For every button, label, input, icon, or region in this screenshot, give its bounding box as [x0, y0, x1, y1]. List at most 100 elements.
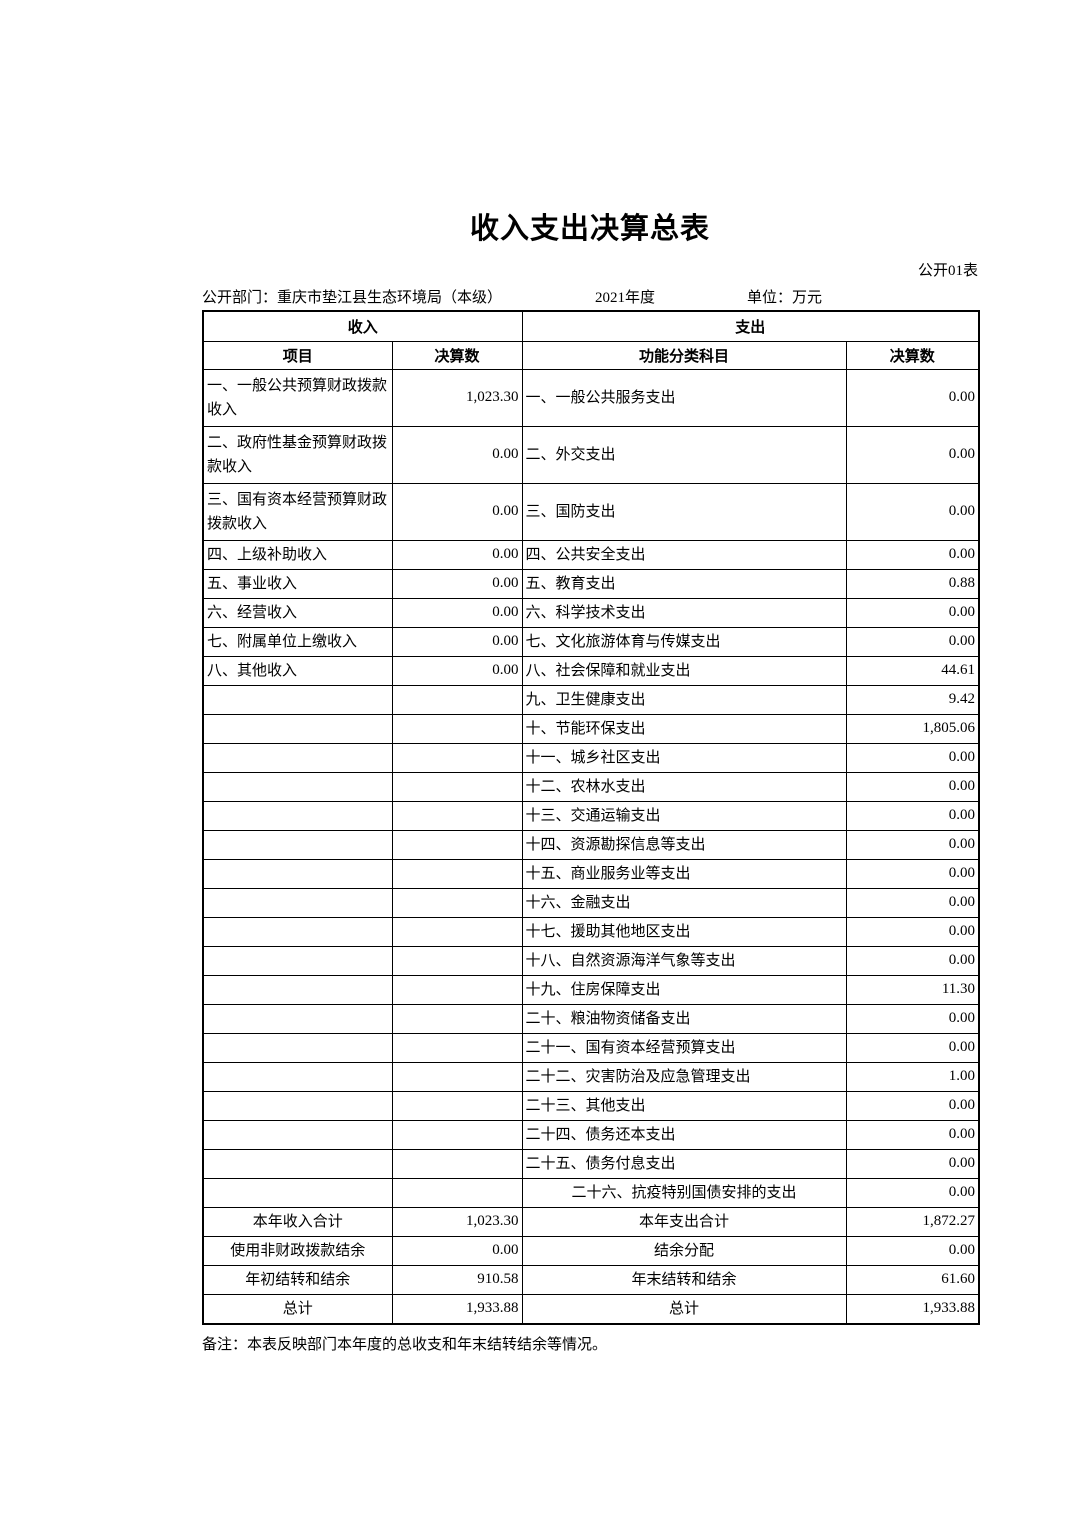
summary-expense-label-cell: 本年支出合计	[521, 1206, 847, 1237]
income-amount-cell	[391, 771, 523, 802]
expense-amount-cell: 0.00	[845, 1032, 980, 1063]
expense-item-cell: 二十三、其他支出	[521, 1090, 847, 1121]
department-label: 公开部门：重庆市垫江县生态环境局（本级）	[202, 290, 503, 306]
income-item-cell	[202, 800, 393, 831]
income-item-cell	[202, 1032, 393, 1063]
income-item-cell	[202, 829, 393, 860]
expense-amount-cell: 0.00	[845, 597, 980, 628]
table-row: 二十四、债务还本支出 0.00	[202, 1119, 980, 1150]
document-content: 收入支出决算总表 公开01表 公开部门：重庆市垫江县生态环境局（本级） 2021…	[202, 212, 981, 1355]
table-body: 一、一般公共预算财政拨款收入 1,023.30 一、一般公共服务支出 0.00 二、政府…	[202, 368, 980, 1324]
expense-amount-cell: 0.88	[845, 568, 980, 599]
expense-amount-cell: 1,805.06	[845, 713, 980, 744]
expense-item-cell: 十六、金融支出	[521, 887, 847, 918]
summary-row: 总计 1,933.88 总计 1,933.88	[202, 1293, 980, 1324]
income-item-cell	[202, 887, 393, 918]
group-header-row: 收入 支出	[202, 310, 980, 342]
expense-amount-cell: 0.00	[845, 425, 980, 484]
budget-table: 收入 支出 项目 决算数 功能分类科目 决算数 一、一般公共预算财政拨款收入 1,…	[202, 310, 981, 1325]
summary-income-amount-cell: 0.00	[391, 1235, 523, 1266]
income-item-cell: 二、政府性基金预算财政拨款收入	[202, 425, 393, 484]
table-row: 二十、粮油物资储备支出 0.00	[202, 1003, 980, 1034]
income-item-cell: 五、事业收入	[202, 568, 393, 599]
income-amount-cell	[391, 916, 523, 947]
table-row: 三、国有资本经营预算财政拨款收入 0.00 三、国防支出 0.00	[202, 482, 980, 541]
summary-expense-amount-cell: 61.60	[845, 1264, 980, 1295]
expense-item-cell: 二十四、债务还本支出	[521, 1119, 847, 1150]
income-item-cell	[202, 974, 393, 1005]
summary-income-label-cell: 本年收入合计	[202, 1206, 393, 1237]
income-item-cell	[202, 1148, 393, 1179]
income-amount-cell: 0.00	[391, 425, 523, 484]
expense-amount-cell: 44.61	[845, 655, 980, 686]
table-row: 五、事业收入 0.00 五、教育支出 0.88	[202, 568, 980, 599]
income-amount-cell	[391, 829, 523, 860]
expense-item-cell: 三、国防支出	[521, 482, 847, 541]
income-item-cell: 八、其他收入	[202, 655, 393, 686]
expense-item-cell: 十一、城乡社区支出	[521, 742, 847, 773]
expense-item-cell: 八、社会保障和就业支出	[521, 655, 847, 686]
expense-item-cell: 二十二、灾害防治及应急管理支出	[521, 1061, 847, 1092]
income-item-cell	[202, 771, 393, 802]
expense-item-cell: 一、一般公共服务支出	[521, 368, 847, 427]
income-amount-cell: 1,023.30	[391, 368, 523, 427]
expense-amount-cell: 1.00	[845, 1061, 980, 1092]
expense-amount-cell: 0.00	[845, 771, 980, 802]
income-amount-cell	[391, 684, 523, 715]
income-item-cell: 三、国有资本经营预算财政拨款收入	[202, 482, 393, 541]
expense-item-cell: 十二、农林水支出	[521, 771, 847, 802]
table-row: 六、经营收入 0.00 六、科学技术支出 0.00	[202, 597, 980, 628]
summary-income-amount-cell: 1,933.88	[391, 1293, 523, 1324]
expense-amount-cell: 0.00	[845, 539, 980, 570]
income-amount-cell	[391, 1177, 523, 1208]
income-amount-cell	[391, 1090, 523, 1121]
summary-income-amount-cell: 910.58	[391, 1264, 523, 1295]
expense-item-cell: 十、节能环保支出	[521, 713, 847, 744]
income-item-cell	[202, 1119, 393, 1150]
income-amount-cell	[391, 945, 523, 976]
income-item-cell: 七、附属单位上缴收入	[202, 626, 393, 657]
table-row: 十六、金融支出 0.00	[202, 887, 980, 918]
expense-item-cell: 六、科学技术支出	[521, 597, 847, 628]
table-row: 四、上级补助收入 0.00 四、公共安全支出 0.00	[202, 539, 980, 570]
table-row: 八、其他收入 0.00 八、社会保障和就业支出 44.61	[202, 655, 980, 686]
income-amount-cell	[391, 974, 523, 1005]
income-amount-cell: 0.00	[391, 568, 523, 599]
expense-amount-cell: 0.00	[845, 945, 980, 976]
col-header-amount2: 决算数	[845, 340, 980, 370]
summary-expense-amount-cell: 1,872.27	[845, 1206, 980, 1237]
unit-label: 单位：万元	[747, 290, 823, 306]
table-row: 十二、农林水支出 0.00	[202, 771, 980, 802]
summary-income-label-cell: 年初结转和结余	[202, 1264, 393, 1295]
table-row: 十九、住房保障支出 11.30	[202, 974, 980, 1005]
income-item-cell	[202, 1061, 393, 1092]
summary-income-amount-cell: 1,023.30	[391, 1206, 523, 1237]
summary-row: 使用非财政拨款结余 0.00 结余分配 0.00	[202, 1235, 980, 1266]
income-item-cell: 四、上级补助收入	[202, 539, 393, 570]
income-item-cell	[202, 742, 393, 773]
income-amount-cell	[391, 800, 523, 831]
income-item-cell	[202, 1090, 393, 1121]
income-amount-cell	[391, 887, 523, 918]
table-row: 十一、城乡社区支出 0.00	[202, 742, 980, 773]
table-row: 一、一般公共预算财政拨款收入 1,023.30 一、一般公共服务支出 0.00	[202, 368, 980, 427]
summary-expense-label-cell: 结余分配	[521, 1235, 847, 1266]
summary-expense-amount-cell: 0.00	[845, 1235, 980, 1266]
expense-item-cell: 二十一、国有资本经营预算支出	[521, 1032, 847, 1063]
expense-item-cell: 十三、交通运输支出	[521, 800, 847, 831]
table-row: 九、卫生健康支出 9.42	[202, 684, 980, 715]
income-amount-cell: 0.00	[391, 482, 523, 541]
summary-expense-label-cell: 总计	[521, 1293, 847, 1324]
table-row: 十八、自然资源海洋气象等支出 0.00	[202, 945, 980, 976]
expense-item-cell: 十八、自然资源海洋气象等支出	[521, 945, 847, 976]
income-amount-cell	[391, 1061, 523, 1092]
income-amount-cell	[391, 742, 523, 773]
table-row: 二十二、灾害防治及应急管理支出 1.00	[202, 1061, 980, 1092]
expense-item-cell: 十五、商业服务业等支出	[521, 858, 847, 889]
column-header-row: 项目 决算数 功能分类科目 决算数	[202, 340, 980, 370]
expense-amount-cell: 0.00	[845, 1148, 980, 1179]
expense-amount-cell: 0.00	[845, 626, 980, 657]
summary-income-label-cell: 总计	[202, 1293, 393, 1324]
expense-item-cell: 七、文化旅游体育与传媒支出	[521, 626, 847, 657]
income-item-cell	[202, 916, 393, 947]
